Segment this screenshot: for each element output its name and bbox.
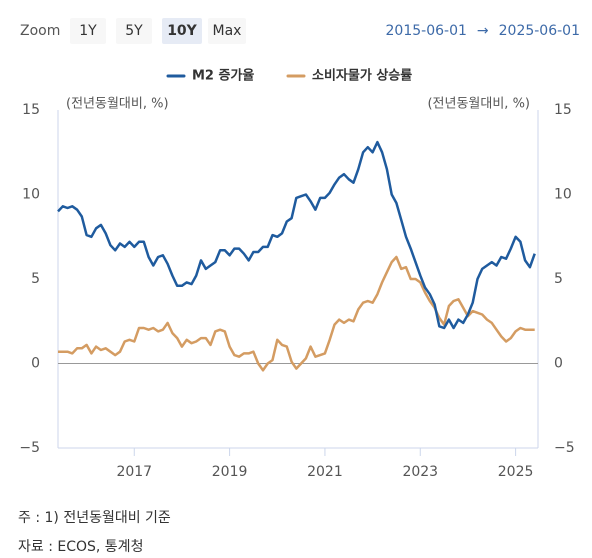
y-tick-label: −5	[19, 440, 40, 456]
x-tick-label: 2025	[498, 464, 534, 480]
date-range-start: 2015-06-01	[386, 23, 467, 39]
series-line	[57, 140, 536, 330]
range-button[interactable]	[162, 18, 202, 44]
y2-tick-label: 10	[554, 187, 572, 203]
range-button-label[interactable]: 5Y	[125, 23, 143, 39]
x-tick-label: 2017	[116, 464, 152, 480]
note: 주 : 1) 전년동월대비 기준	[18, 510, 171, 526]
y-tick-label: 0	[31, 356, 40, 372]
source: 자료 : ECOS, 통계청	[18, 539, 143, 555]
date-range: 2015-06-01 → 2025-06-01	[386, 23, 580, 39]
y2-axis-label: (전년동월대비, %)	[427, 97, 530, 112]
y2-tick-label: 15	[554, 102, 572, 118]
date-range-arrow: →	[477, 23, 489, 39]
x-tick-label: 2023	[402, 464, 438, 480]
range-button-label[interactable]: Max	[213, 23, 242, 39]
legend: M2 증가율 소비자물가 상승률	[166, 68, 412, 84]
y2-tick-label: 0	[554, 356, 563, 372]
y-tick-label: 10	[22, 187, 40, 203]
y-tick-label: 15	[22, 102, 40, 118]
x-tick-label: 2021	[307, 464, 343, 480]
y2-tick-label: 5	[554, 271, 563, 287]
legend-label: M2 증가율	[192, 68, 254, 84]
y-tick-label: 5	[31, 271, 40, 287]
range-button-label[interactable]: 1Y	[79, 23, 97, 39]
range-button[interactable]	[116, 18, 152, 44]
x-tick-label: 2019	[212, 464, 248, 480]
series-line	[58, 255, 535, 372]
zoom-label: Zoom	[20, 23, 60, 39]
y2-tick-label: −5	[554, 440, 575, 456]
range-button[interactable]	[70, 18, 106, 44]
legend-label: 소비자물가 상승률	[312, 69, 412, 84]
range-button-label[interactable]: 10Y	[167, 23, 197, 39]
y-axis-label: (전년동월대비, %)	[66, 97, 169, 112]
range-buttons: 1Y 5Y 10Y Max	[70, 18, 246, 44]
range-button[interactable]	[208, 18, 246, 44]
date-range-end: 2025-06-01	[499, 23, 580, 39]
